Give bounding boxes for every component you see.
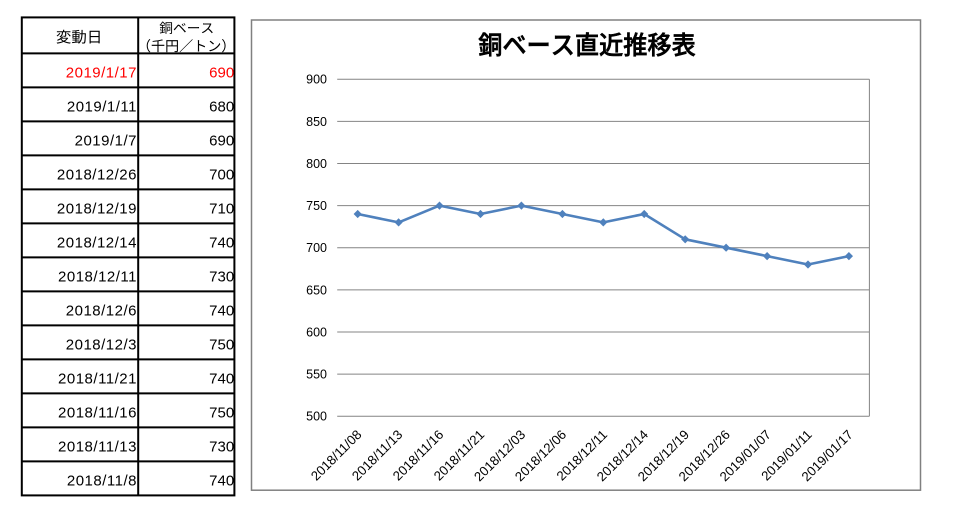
svg-text:750: 750: [209, 404, 234, 421]
svg-text:750: 750: [209, 336, 234, 353]
svg-text:700: 700: [306, 241, 327, 255]
svg-text:710: 710: [209, 200, 234, 217]
svg-text:900: 900: [306, 73, 327, 87]
svg-text:750: 750: [306, 199, 327, 213]
svg-text:850: 850: [306, 115, 327, 129]
svg-text:2018/12/14: 2018/12/14: [57, 234, 137, 251]
svg-text:2018/12/6: 2018/12/6: [66, 302, 137, 319]
svg-text:2018/12/26: 2018/12/26: [57, 166, 137, 183]
svg-text:700: 700: [209, 166, 234, 183]
svg-text:2019/1/11: 2019/1/11: [67, 98, 137, 115]
svg-text:2019/1/7: 2019/1/7: [75, 132, 137, 149]
svg-text:2018/11/13: 2018/11/13: [58, 438, 137, 455]
svg-text:650: 650: [306, 283, 327, 297]
svg-text:740: 740: [209, 472, 234, 489]
svg-text:800: 800: [306, 157, 327, 171]
svg-text:730: 730: [209, 268, 234, 285]
svg-text:740: 740: [209, 302, 234, 319]
svg-text:690: 690: [209, 132, 234, 149]
svg-text:2018/11/8: 2018/11/8: [67, 472, 137, 489]
svg-text:740: 740: [209, 370, 234, 387]
svg-text:2019/1/17: 2019/1/17: [66, 64, 137, 81]
svg-text:2018/12/3: 2018/12/3: [66, 336, 137, 353]
svg-text:740: 740: [209, 234, 234, 251]
svg-text:2018/11/21: 2018/11/21: [58, 370, 137, 387]
svg-text:2018/11/16: 2018/11/16: [58, 404, 137, 421]
svg-text:550: 550: [306, 368, 327, 382]
svg-text:680: 680: [209, 98, 234, 115]
svg-text:2018/12/11: 2018/12/11: [58, 268, 137, 285]
svg-text:600: 600: [306, 325, 327, 339]
svg-text:500: 500: [306, 410, 327, 424]
svg-text:730: 730: [209, 438, 234, 455]
svg-text:690: 690: [209, 64, 234, 81]
svg-text:2018/12/19: 2018/12/19: [57, 200, 137, 217]
